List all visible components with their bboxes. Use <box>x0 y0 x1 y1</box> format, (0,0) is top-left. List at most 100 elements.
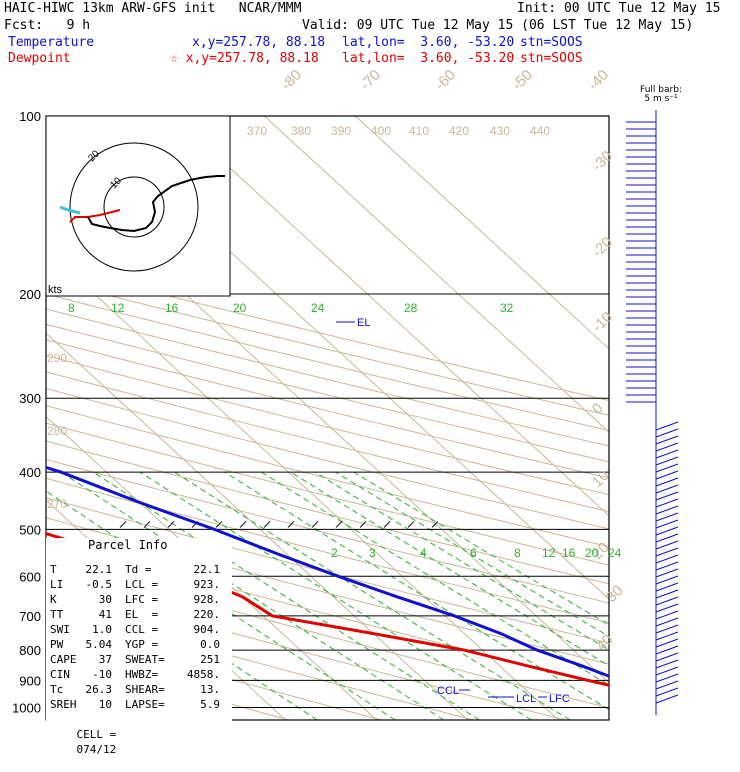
mixing-ratio-label: 8 <box>68 301 75 315</box>
parcel-l2: LAPSE= <box>125 697 165 712</box>
hodograph-units: kts <box>48 284 63 296</box>
isotherm-line <box>173 116 740 720</box>
valid-time: Valid: 09 UTC Tue 12 May 15 (06 LST Tue … <box>302 18 693 34</box>
isotherm-label: -30 <box>589 147 616 174</box>
parcel-cell-label: CELL = <box>77 728 117 741</box>
temperature-legend-label: Temperature <box>8 35 94 51</box>
pressure-label-700: 700 <box>19 609 41 624</box>
dewpoint-legend-latlon: lat,lon= 3.60, -53.20 <box>342 51 514 67</box>
tick-mark <box>312 521 318 527</box>
forecast-hour: Fcst: 9 h <box>4 18 90 34</box>
wind-barb <box>656 534 678 542</box>
parcel-l1: T <box>50 562 57 577</box>
mixing-ratio-label: 2 <box>331 546 338 560</box>
theta-label: 280 <box>47 424 67 438</box>
tick-mark <box>336 521 342 527</box>
parcel-v2: 928. <box>174 592 220 607</box>
wind-barb <box>656 646 678 654</box>
init-time: Init: 00 UTC Tue 12 May 15 <box>517 1 721 17</box>
wind-barb <box>656 422 678 430</box>
wind-barb <box>656 576 678 584</box>
parcel-v2: 251 <box>174 652 220 667</box>
mixing-ratio-label: 6 <box>470 546 477 560</box>
theta-label: 410 <box>409 124 429 138</box>
mixing-ratio-line <box>315 472 728 720</box>
wind-barb <box>656 429 678 437</box>
wind-barb <box>656 639 678 647</box>
pressure-label-800: 800 <box>19 643 41 658</box>
mixing-ratio-label: 4 <box>420 546 427 560</box>
temperature-legend-station: stn=SOOS <box>520 35 583 51</box>
isotherm-label: -50 <box>509 66 536 93</box>
wind-barb <box>656 653 678 661</box>
wind-barb <box>656 520 678 528</box>
dewpoint-legend-label: Dewpoint <box>8 51 71 67</box>
parcel-l2: YGP = <box>125 637 158 652</box>
parcel-v1: 22.1 <box>66 562 112 577</box>
wind-barb <box>656 471 678 479</box>
pressure-label-500: 500 <box>19 522 41 537</box>
wind-barb <box>656 667 678 675</box>
isotherm-label: 0 <box>589 400 607 418</box>
mixing-ratio-label: 8 <box>514 546 521 560</box>
parcel-l1: Tc <box>50 682 63 697</box>
annotation-lfc: LFC <box>549 693 570 705</box>
temperature-legend-latlon: lat,lon= 3.60, -53.20 <box>342 35 514 51</box>
parcel-cell-row: CELL = 074/12 <box>50 712 116 772</box>
mixing-ratio-label: 16 <box>165 301 179 315</box>
wind-barbs <box>626 110 678 715</box>
mixing-ratio-label: 12 <box>542 546 556 560</box>
parcel-l2: SHEAR= <box>125 682 165 697</box>
parcel-info-title: Parcel Info <box>88 538 167 553</box>
parcel-l1: LI <box>50 577 63 592</box>
wind-barb <box>656 590 678 598</box>
isotherm-label: -40 <box>585 66 612 93</box>
parcel-l2: SWEAT= <box>125 652 165 667</box>
pressure-label-100: 100 <box>19 109 41 124</box>
parcel-v2: 22.1 <box>174 562 220 577</box>
wind-barb <box>656 450 678 458</box>
temperature-legend-xy: x,y=257.78, 88.18 <box>192 35 325 51</box>
theta-label: 420 <box>449 124 469 138</box>
parcel-l1: K <box>50 592 57 607</box>
parcel-v1: 30 <box>66 592 112 607</box>
wind-barb <box>656 457 678 465</box>
tick-mark <box>120 521 126 527</box>
wind-barb <box>656 611 678 619</box>
barb-scale-line2: 5 m s⁻¹ <box>626 95 696 104</box>
mixing-ratio-label: 28 <box>404 301 418 315</box>
wind-barb <box>656 499 678 507</box>
mixing-ratio-label: 20 <box>585 546 599 560</box>
pressure-label-200: 200 <box>19 287 41 302</box>
parcel-l2: EL = <box>125 607 158 622</box>
wind-barb <box>656 597 678 605</box>
parcel-v1: 1.0 <box>66 622 112 637</box>
wind-barb <box>656 604 678 612</box>
pressure-label-300: 300 <box>19 391 41 406</box>
mixing-ratio-label: 24 <box>608 546 622 560</box>
isotherm-label: -20 <box>589 233 616 260</box>
theta-label: 290 <box>47 351 67 365</box>
wind-barb <box>656 688 678 696</box>
wind-barb <box>656 569 678 577</box>
wind-barb <box>656 681 678 689</box>
parcel-v1: -0.5 <box>66 577 112 592</box>
parcel-v2: 904. <box>174 622 220 637</box>
mixing-ratio-label: 12 <box>111 301 125 315</box>
theta-label: 440 <box>530 124 550 138</box>
wind-barb <box>656 464 678 472</box>
annotation-el: EL <box>357 317 370 329</box>
parcel-v1: 5.04 <box>66 637 112 652</box>
pressure-label-400: 400 <box>19 465 41 480</box>
parcel-v1: 37 <box>66 652 112 667</box>
theta-label: 390 <box>331 124 351 138</box>
parcel-v1: 10 <box>66 697 112 712</box>
parcel-v2: 0.0 <box>174 637 220 652</box>
wind-barb <box>656 625 678 633</box>
wind-barb <box>656 583 678 591</box>
parcel-v1: 41 <box>66 607 112 622</box>
parcel-v2: 923. <box>174 577 220 592</box>
wind-barb <box>656 436 678 444</box>
parcel-l2: CCL = <box>125 622 158 637</box>
